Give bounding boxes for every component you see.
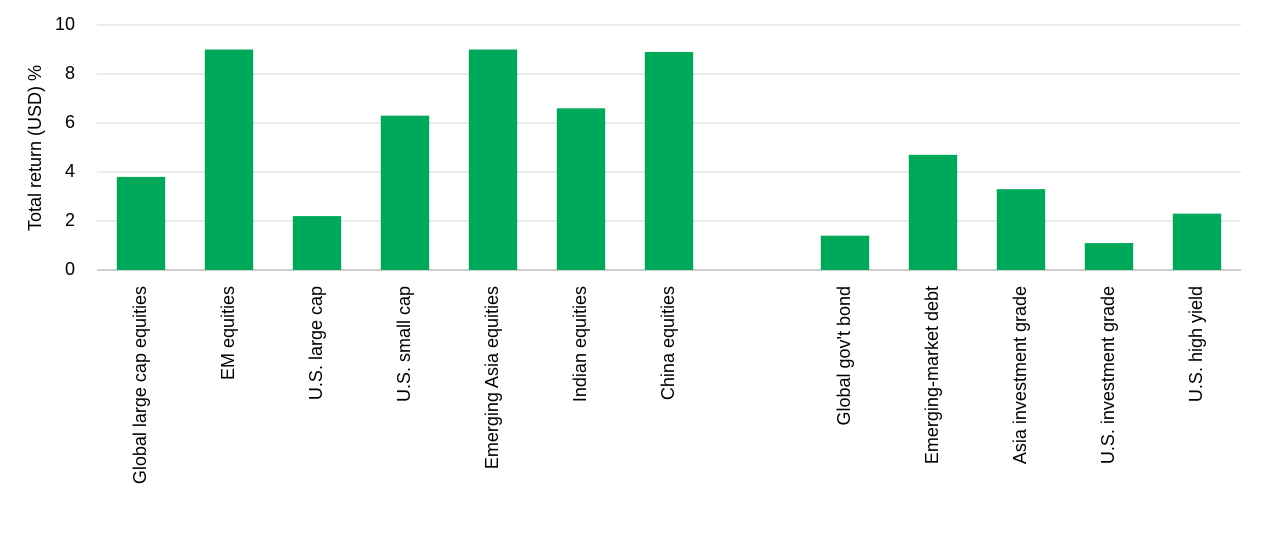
y-tick-label: 6: [65, 112, 75, 132]
x-tick-label: Asia investment grade: [1010, 286, 1030, 464]
x-tick-label: EM equities: [218, 286, 238, 380]
bar: [292, 216, 342, 270]
bar: [644, 51, 694, 271]
bar: [380, 115, 430, 271]
x-tick-label: U.S. large cap: [306, 286, 326, 400]
y-tick-label: 4: [65, 161, 75, 181]
bar: [556, 108, 606, 270]
x-tick-label: U.S. small cap: [394, 286, 414, 402]
y-tick-label: 8: [65, 63, 75, 83]
x-tick-label: Indian equities: [570, 286, 590, 402]
x-tick-label: Global gov't bond: [834, 286, 854, 426]
bar: [1084, 243, 1134, 270]
bar: [908, 154, 958, 270]
bar: [996, 189, 1046, 270]
y-axis-title: Total return (USD) %: [25, 65, 45, 231]
bar: [116, 176, 166, 270]
y-tick-label: 0: [65, 259, 75, 279]
bar: [820, 235, 870, 270]
y-tick-label: 10: [55, 14, 75, 34]
bar: [204, 49, 254, 270]
x-tick-label: China equities: [658, 286, 678, 400]
x-tick-label: U.S. high yield: [1186, 286, 1206, 402]
x-tick-label: U.S. investment grade: [1098, 286, 1118, 464]
y-tick-label: 2: [65, 210, 75, 230]
bar: [468, 49, 518, 270]
x-tick-label: Emerging-market debt: [922, 286, 942, 464]
bar: [1172, 213, 1222, 270]
x-tick-label: Global large cap equities: [130, 286, 150, 484]
x-tick-label: Emerging Asia equities: [482, 286, 502, 469]
